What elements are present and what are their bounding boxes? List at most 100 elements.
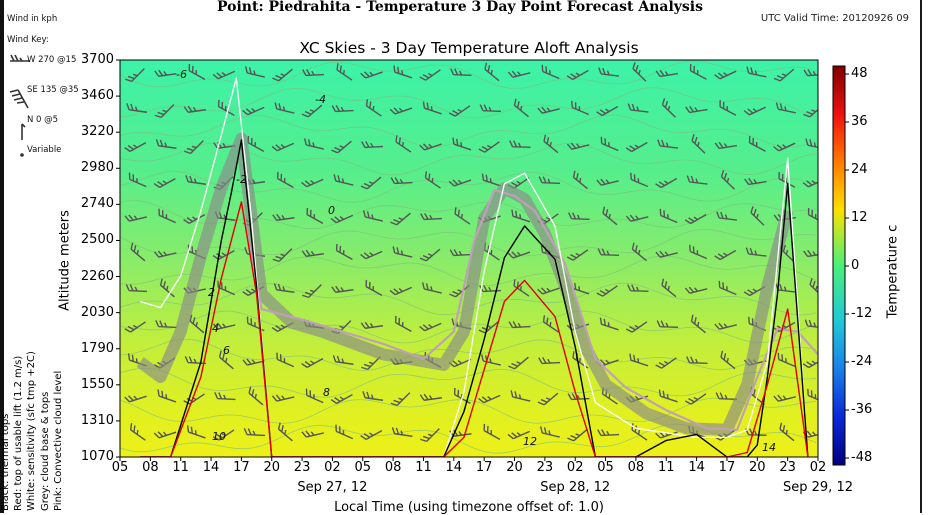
temperature-contour xyxy=(120,87,817,119)
wind-barb-icon xyxy=(684,213,707,225)
wind-barb-icon xyxy=(597,429,620,437)
wind-barb-icon xyxy=(596,285,618,297)
temperature-contour xyxy=(120,397,817,424)
wind-barb-icon xyxy=(331,140,352,154)
wind-barb-icon xyxy=(301,249,325,257)
y-tick-label: 3700 xyxy=(80,52,114,67)
wind-barb-icon xyxy=(454,207,471,225)
x-tick-label: 23 xyxy=(293,460,311,475)
barb-west-15-icon xyxy=(10,54,30,62)
wind-barb-icon xyxy=(507,251,531,259)
wind-barb-icon xyxy=(153,178,176,188)
wind-barb-icon xyxy=(568,212,590,221)
contour-labels: -6 -4 -2 0 2 46 8 10 12 14 xyxy=(176,68,776,454)
wind-barb-icon xyxy=(271,322,294,332)
colorbar-ticks xyxy=(845,73,849,459)
wind-barb-icon xyxy=(777,352,796,368)
wind-barb-icon xyxy=(183,105,207,113)
wind-unit-label: Wind in kph xyxy=(7,14,58,24)
x-tick-label: 08 xyxy=(627,460,645,475)
wind-barb-icon xyxy=(601,387,618,405)
wind-barb-icon xyxy=(600,136,619,152)
colorbar-tick-label: -36 xyxy=(851,402,873,417)
wind-barb-icon xyxy=(331,285,354,293)
series-group xyxy=(136,77,818,457)
x-tick-label: 11 xyxy=(415,460,432,475)
wind-barb-icon xyxy=(802,357,818,369)
wind-barb-icon xyxy=(720,350,736,370)
wind-barb-icon xyxy=(301,358,324,368)
wind-key-entry: SE 135 @35 xyxy=(27,85,79,95)
wind-barb-icon xyxy=(686,356,708,365)
wind-barb-icon xyxy=(571,100,590,116)
wind-barb-icon xyxy=(394,315,412,332)
wind-barb-icon xyxy=(395,135,412,153)
temperature-contour xyxy=(120,170,817,203)
x-tick-label: 23 xyxy=(536,460,554,475)
wind-barb-icon xyxy=(419,393,443,401)
y-tick-label: 2740 xyxy=(80,196,114,212)
wind-barb-icon xyxy=(154,69,177,77)
wind-barb-icon xyxy=(420,213,443,221)
wind-barb-icon xyxy=(714,141,737,150)
wind-barb-icon xyxy=(719,100,737,116)
wind-barb-icon xyxy=(773,394,796,402)
wind-barb-icon xyxy=(566,142,590,150)
wind-barb-icon xyxy=(212,322,236,330)
wind-barb-icon xyxy=(803,69,818,77)
wind-barb-icon xyxy=(125,284,148,293)
wind-barb-icon xyxy=(627,103,649,113)
wind-key-label: Wind Key: xyxy=(7,35,49,45)
x-tick-label: 20 xyxy=(749,460,766,475)
page-title: Point: Piedrahita - Temperature 3 Day Po… xyxy=(217,0,703,15)
contour-label: 12 xyxy=(523,435,537,448)
wind-barb-icon xyxy=(596,178,619,186)
wind-barb-icon xyxy=(748,136,766,152)
wind-barb-icon xyxy=(541,64,560,80)
wind-barb-icon xyxy=(484,62,500,82)
wind-barb-icon xyxy=(124,142,147,152)
wind-barb-icon xyxy=(803,104,818,118)
wind-barb-icon xyxy=(157,389,177,403)
wind-barb-icon xyxy=(508,356,529,370)
wind-barbs xyxy=(124,62,818,443)
wind-barb-icon xyxy=(507,430,531,440)
x-tick-label: 17 xyxy=(233,460,250,475)
y-tick-label: 1070 xyxy=(80,449,114,464)
wind-barb-icon xyxy=(390,392,411,407)
wind-barb-icon xyxy=(271,394,295,402)
wind-barb-icon xyxy=(720,170,735,190)
x-tick-label: 14 xyxy=(202,460,220,475)
x-tick-label: 05 xyxy=(597,460,614,475)
wind-barb-icon xyxy=(212,250,235,260)
barb-north-5-icon xyxy=(21,123,26,140)
x-tick-label: 17 xyxy=(475,460,493,475)
contour-label: 2 xyxy=(208,286,215,299)
colorbar-tick-label: 48 xyxy=(851,66,868,81)
wind-barb-icon xyxy=(448,358,472,368)
wind-barb-icon xyxy=(419,248,441,262)
wind-barb-icon xyxy=(184,140,204,155)
wind-barb-icon xyxy=(274,102,295,114)
y-tick-label: 2980 xyxy=(80,160,114,176)
y-ticks xyxy=(116,59,120,458)
x-tick-label: 17 xyxy=(718,460,736,475)
wind-barb-icon xyxy=(301,104,323,118)
wind-barb-icon xyxy=(625,214,649,222)
y-tick-label: 2260 xyxy=(80,268,114,284)
plot-frame xyxy=(119,59,819,458)
wind-barb-icon xyxy=(483,423,501,440)
wind-barb-icon xyxy=(335,243,353,260)
wind-barb-icon xyxy=(246,316,265,332)
wind-barb-icon xyxy=(155,320,177,329)
wind-barb-icon xyxy=(539,426,560,438)
contour-label: -6 xyxy=(176,68,187,81)
wind-barb-icon xyxy=(510,390,531,402)
wind-barb-icon xyxy=(124,214,147,222)
wind-barb-icon xyxy=(276,171,294,188)
wind-barb-icon xyxy=(689,244,708,260)
wind-barb-icon xyxy=(389,107,413,115)
wind-barb-icon xyxy=(598,67,620,77)
colorbar-tick-label: 36 xyxy=(851,114,868,129)
